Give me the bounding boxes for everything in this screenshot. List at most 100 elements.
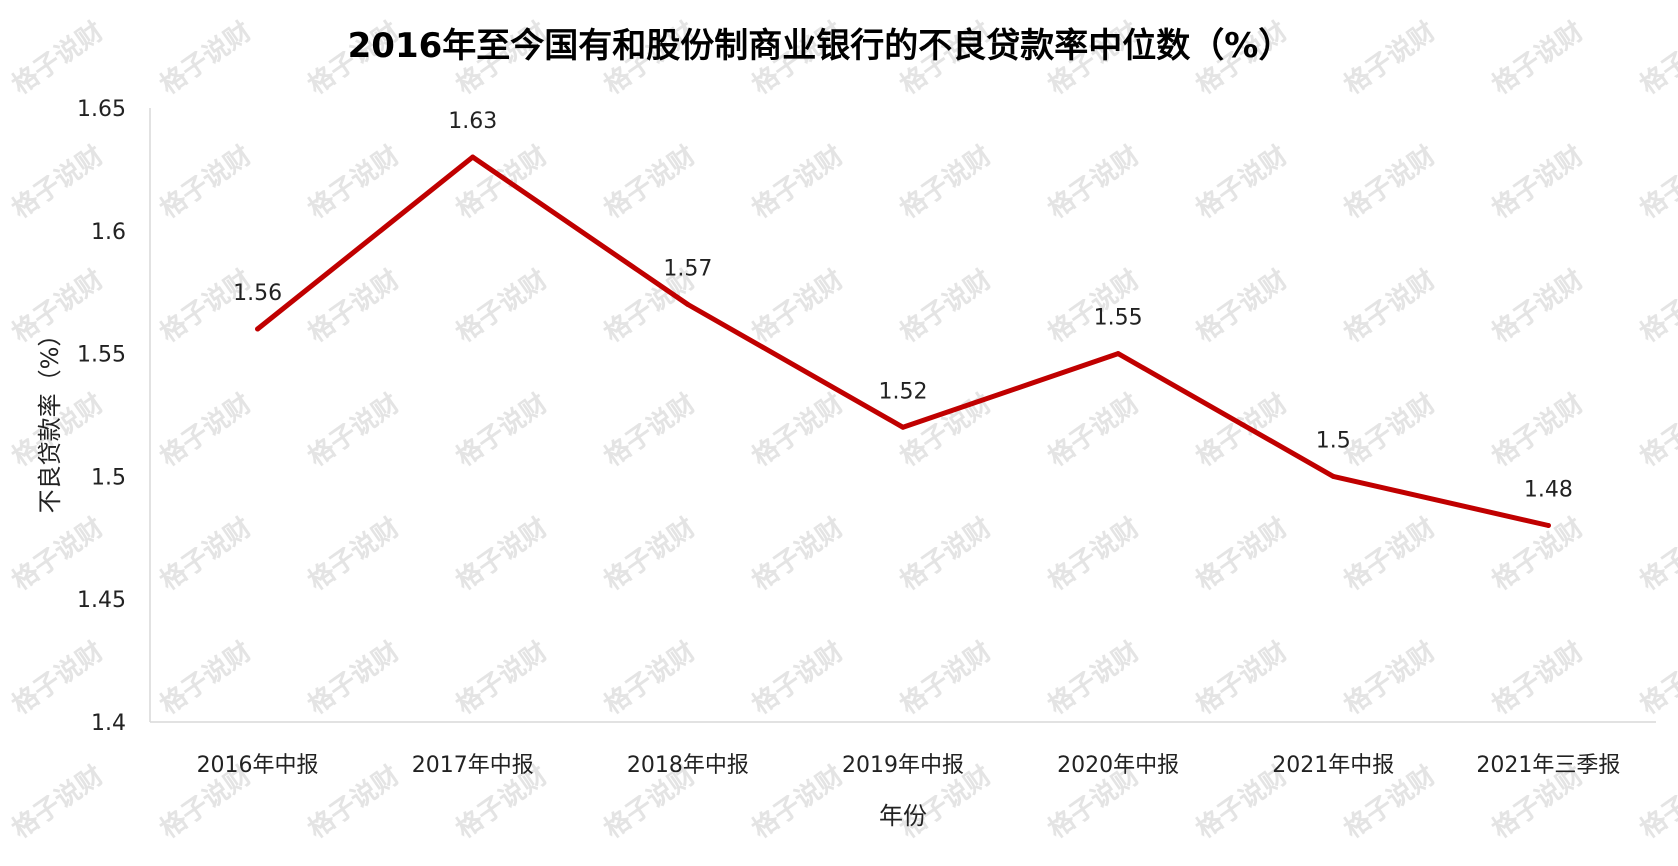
watermark-text: 格子说财 [1042,388,1145,473]
x-tick-labels: 2016年中报 2017年中报 2018年中报 2019年中报 2020年中报 2021年… [197,753,1621,778]
watermark-text: 格子说财 [746,512,849,597]
watermark-text: 格子说财 [598,636,701,721]
watermark-text: 格子说财 [746,264,849,349]
watermark-text: 格子说财 [1338,140,1441,225]
y-tick-label: 1.6 [91,220,126,245]
watermark-text: 格子说财 [1338,16,1441,101]
watermark-text: 格子说财 [1634,636,1678,721]
watermark-text: 格子说财 [1634,512,1678,597]
watermark-text: 格子说财 [598,140,701,225]
watermark-text: 格子说财 [894,636,997,721]
x-tick-label: 2019年中报 [842,753,964,778]
watermark-text: 格子说财 [746,636,849,721]
x-tick-label: 2016年中报 [197,753,319,778]
watermark-text: 格子说财 [1634,140,1678,225]
watermark-text: 格子说财 [1486,388,1589,473]
data-point [685,301,691,307]
data-point [255,326,261,332]
watermark-text: 格子说财 [746,388,849,473]
axes [149,108,1656,723]
watermark-text: 格子说财 [598,388,701,473]
watermark-text: 格子说财 [6,760,109,845]
watermark-text: 格子说财 [1338,512,1441,597]
watermark-text: 格子说财 [1042,140,1145,225]
watermark-text: 格子说财 [1338,264,1441,349]
watermark-text: 格子说财 [1190,636,1293,721]
watermark-text: 格子说财 [1190,388,1293,473]
watermark-text: 格子说财 [154,16,257,101]
y-tick-label: 1.4 [91,711,126,736]
watermark-text: 格子说财 [302,636,405,721]
x-tick-label: 2017年中报 [412,753,534,778]
data-label: 1.5 [1316,428,1351,453]
y-tick-label: 1.65 [77,97,126,122]
y-tick-label: 1.55 [77,343,126,368]
watermark-text: 格子说财 [450,140,553,225]
watermark-text: 格子说财 [1190,512,1293,597]
watermark-text: 格子说财 [746,760,849,845]
watermark-text: 格子说财 [1486,16,1589,101]
x-tick-label: 2021年中报 [1272,753,1394,778]
watermark-text: 格子说财 [450,264,553,349]
data-label: 1.57 [663,256,712,281]
watermark-text: 格子说财 [302,140,405,225]
watermark-text: 格子说财 [1634,388,1678,473]
data-point [1330,473,1336,479]
x-tick-label: 2021年三季报 [1476,753,1620,778]
watermark-text: 格子说财 [1634,16,1678,101]
watermark-text: 格子说财 [302,512,405,597]
watermark-text: 格子说财 [598,512,701,597]
watermark-text: 格子说财 [450,388,553,473]
watermark-text: 格子说财 [6,140,109,225]
watermark-text: 格子说财 [1042,512,1145,597]
watermark-text: 格子说财 [1190,140,1293,225]
watermark-layer: 格子说财 格子说财 格子说财 格子说财 格子说财 格子说财 格子说财 格子说财 格子说财 格子说财… [6,16,1678,845]
watermark-text: 格子说财 [1338,636,1441,721]
watermark-text: 格子说财 [302,264,405,349]
watermark-text: 格子说财 [894,140,997,225]
watermark-text: 格子说财 [302,388,405,473]
watermark-text: 格子说财 [154,512,257,597]
watermark-text: 格子说财 [1634,264,1678,349]
data-label: 1.48 [1524,478,1573,503]
watermark-text: 格子说财 [154,140,257,225]
watermark-text: 格子说财 [154,388,257,473]
watermark-text: 格子说财 [1338,388,1441,473]
data-label: 1.52 [879,379,928,404]
y-axis-label: 不良贷款率（%） [36,323,64,514]
data-point [1545,523,1551,529]
x-axis-label: 年份 [879,802,927,830]
watermark-text: 格子说财 [1486,636,1589,721]
watermark-text: 格子说财 [1042,636,1145,721]
data-point [1115,351,1121,357]
watermark-text: 格子说财 [6,16,109,101]
watermark-text: 格子说财 [450,636,553,721]
y-tick-label: 1.5 [91,465,126,490]
watermark-text: 格子说财 [6,636,109,721]
watermark-text: 格子说财 [154,636,257,721]
watermark-text: 格子说财 [450,512,553,597]
series-layer [255,154,1551,529]
watermark-text: 格子说财 [154,264,257,349]
data-label: 1.63 [448,109,497,134]
watermark-text: 格子说财 [6,512,109,597]
y-tick-labels: 1.4 1.45 1.5 1.55 1.6 1.65 [77,97,126,736]
y-tick-label: 1.45 [77,588,126,613]
x-tick-label: 2020年中报 [1057,753,1179,778]
x-tick-label: 2018年中报 [627,753,749,778]
data-label: 1.56 [233,281,282,306]
watermark-text: 格子说财 [894,512,997,597]
data-labels: 1.56 1.63 1.57 1.52 1.55 1.5 1.48 [233,109,1573,502]
watermark-text: 格子说财 [894,264,997,349]
chart-title: 2016年至今国有和股份制商业银行的不良贷款率中位数（%） [348,26,1293,66]
data-label: 1.55 [1094,306,1143,331]
data-point [470,154,476,160]
watermark-text: 格子说财 [1486,140,1589,225]
data-point [900,424,906,430]
watermark-text: 格子说财 [1634,760,1678,845]
watermark-text: 格子说财 [1190,264,1293,349]
watermark-text: 格子说财 [1486,264,1589,349]
watermark-text: 格子说财 [746,140,849,225]
